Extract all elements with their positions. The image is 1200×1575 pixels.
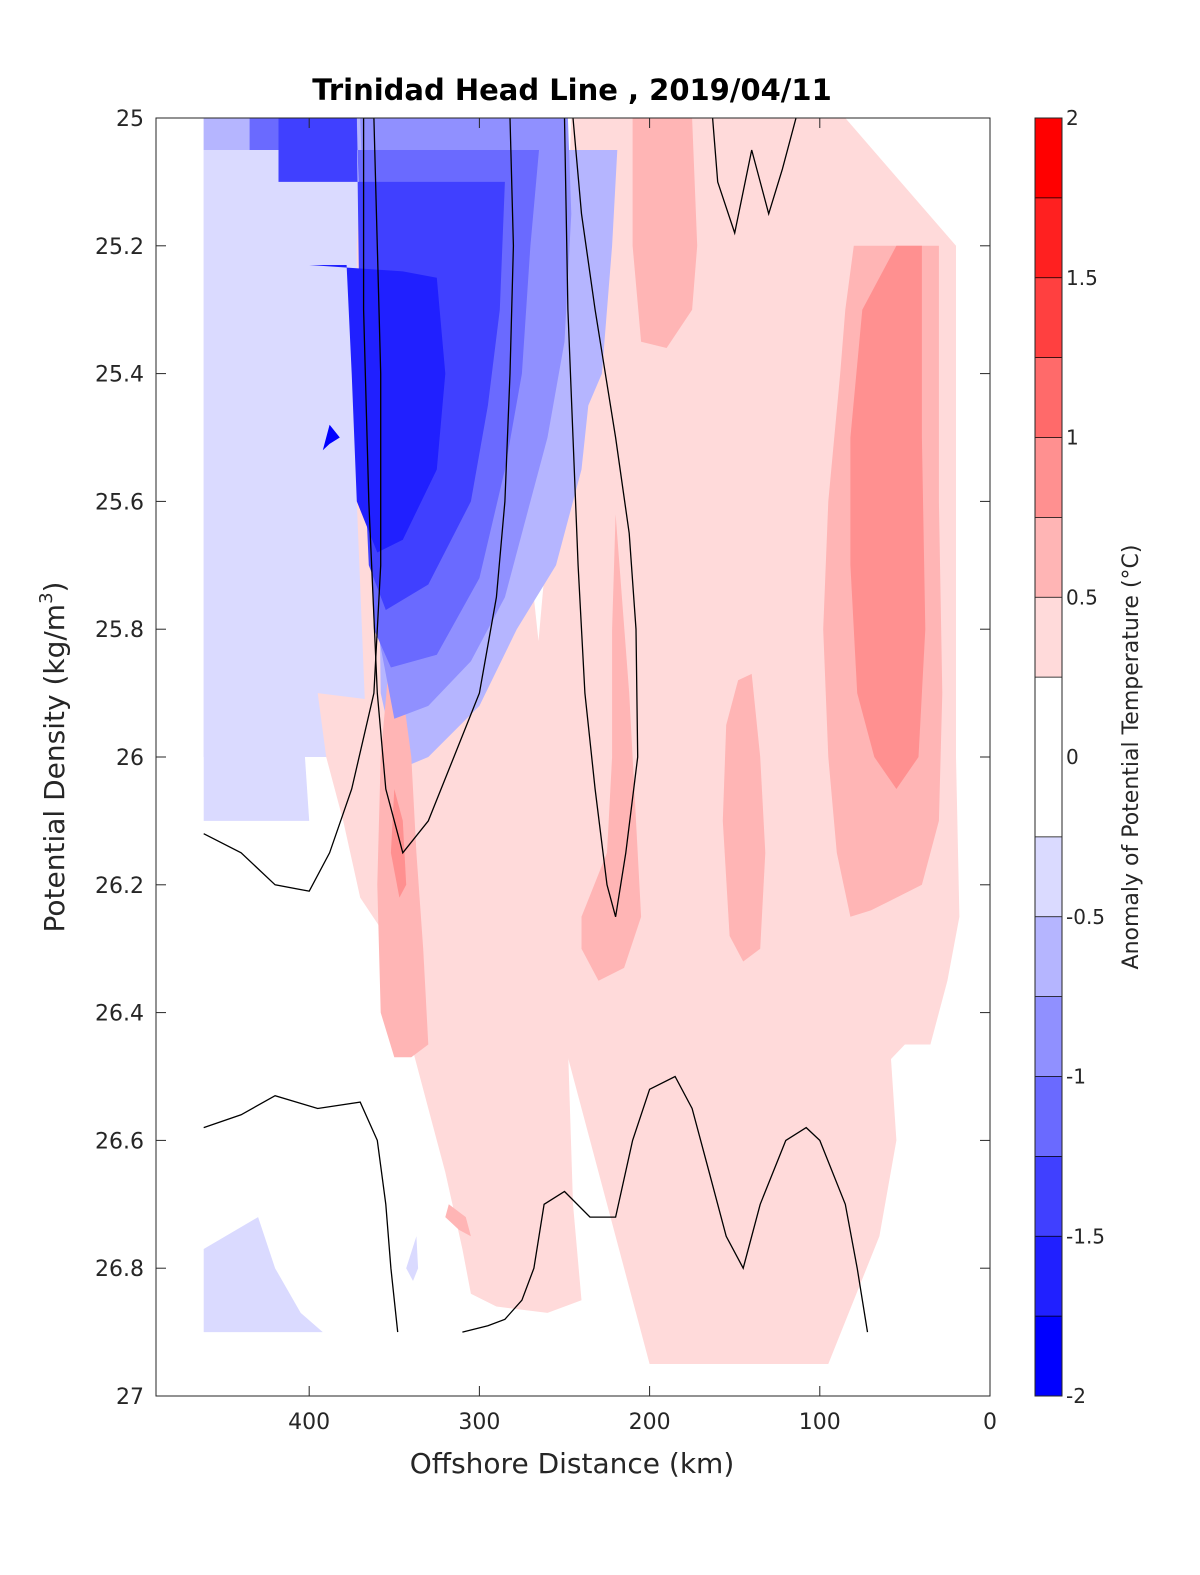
y-axis-label-superscript: 3 [36,592,57,603]
y-tick-label-2: 25.4 [95,363,144,388]
colorbar-tick-label-4: 0 [1066,745,1079,769]
y-tick-label-1: 25.2 [95,235,144,260]
colorbar-band-13 [1035,197,1062,278]
y-tick-label-0: 25 [116,107,144,132]
colorbar-tick-label-1: -1.5 [1066,1224,1105,1248]
zero-contour-line-4 [203,1094,399,1333]
colorbar-tick-label-2: -1 [1066,1065,1086,1089]
contour-region-6 [309,265,446,553]
colorbar-band-14 [1035,118,1062,198]
colorbar-tick-label-3: -0.5 [1066,905,1105,929]
contour-region-8 [203,1217,323,1333]
y-tick-label-3: 25.6 [95,490,144,515]
x-axis-label: Offshore Distance (km) [410,1447,735,1480]
y-tick-label-5: 26 [116,746,144,771]
colorbar-band-12 [1035,277,1062,358]
zero-contour-line-1 [563,118,639,917]
colorbar-band-9 [1035,517,1062,598]
colorbar: -2 -1.5 -1 -0.5 0 0.5 1 1.5 2 [1034,106,1105,1408]
zero-contour-line-3 [711,118,797,236]
y-axis-ticks: 25 25.2 25.4 25.6 25.8 26 26.2 26.4 26.6 26.8 27 [95,107,990,1410]
y-tick-label-9: 26.8 [95,1257,144,1282]
colorbar-band-1 [1035,1236,1062,1317]
chart-title: Trinidad Head Line , 2019/04/11 [312,73,832,107]
x-tick-label-1: 300 [458,1410,500,1435]
x-tick-label-3: 100 [799,1410,841,1435]
y-tick-label-6: 26.2 [95,874,144,899]
zero-contour-line-0 [362,118,515,855]
colorbar-tick-label-0: -2 [1066,1384,1086,1408]
contour-region-7 [322,424,340,451]
contour-region-19 [632,118,698,348]
colorbar-band-3 [1035,1076,1062,1157]
y-axis-label: Potential Density (kg/m3) [36,582,71,933]
colorbar-band-0 [1035,1316,1062,1396]
zero-contour-line-2 [203,118,382,892]
zero-contours [203,118,869,1333]
contour-region-25 [850,245,926,790]
colorbar-tick-label-5: 0.5 [1066,585,1098,609]
colorbar-band-4 [1035,996,1062,1077]
x-tick-label-0: 400 [288,1410,330,1435]
colorbar-tick-label-8: 2 [1066,106,1079,130]
colorbar-band-10 [1035,437,1062,518]
contour-region-21 [722,673,766,962]
y-tick-label-4: 25.8 [95,618,144,643]
colorbar-band-8 [1035,597,1062,678]
y-axis-label-close: ) [38,582,71,593]
colorbar-band-2 [1035,1156,1062,1237]
colorbar-frame [1034,117,1063,1397]
zero-contour-line-5 [462,1075,869,1333]
contour-region-20 [581,514,642,981]
colorbar-band-6 [1035,836,1062,917]
y-tick-label-8: 26.6 [95,1129,144,1154]
contour-region-9 [406,1236,419,1281]
colorbar-tick-label-7: 1.5 [1066,266,1098,290]
y-tick-label-10: 27 [116,1385,144,1410]
contour-region-1 [203,118,642,821]
contour-region-18 [445,1204,471,1237]
x-tick-label-2: 200 [629,1410,671,1435]
x-axis-ticks: 400 300 200 100 0 [288,118,997,1435]
y-axis-label-main: Potential Density (kg/m [38,604,71,933]
colorbar-band-7 [1035,677,1062,837]
colorbar-tick-label-6: 1 [1066,426,1079,450]
contour-region-24 [390,789,407,898]
colorbar-label: Anomaly of Potential Temperature (°C) [1119,545,1144,970]
x-tick-label-4: 0 [983,1410,997,1435]
colorbar-band-11 [1035,357,1062,438]
y-tick-label-7: 26.4 [95,1002,144,1027]
colorbar-band-5 [1035,916,1062,997]
contour-fills [203,118,960,1364]
